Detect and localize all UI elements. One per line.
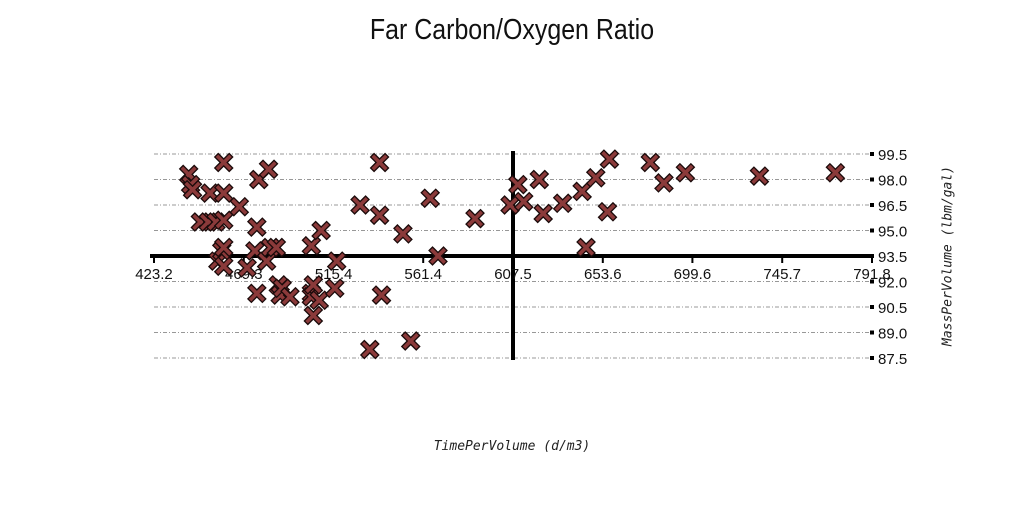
data-point: [246, 217, 267, 237]
y-tick-label: 89.0: [878, 326, 907, 343]
data-point: [825, 162, 846, 183]
x-tick-label: 423.2: [135, 266, 173, 283]
x-tick-label: 653.6: [584, 266, 622, 283]
data-point: [552, 193, 573, 214]
x-tick-label: 515.4: [315, 266, 353, 283]
x-tick-label: 607.5: [494, 266, 532, 283]
y-tick-label: 96.5: [878, 198, 907, 215]
y-tick-label: 99.5: [878, 147, 907, 164]
data-point: [266, 237, 287, 258]
data-point: [182, 179, 203, 200]
data-point: [359, 339, 380, 360]
data-point: [675, 162, 696, 183]
data-point: [585, 167, 606, 188]
data-point: [303, 275, 324, 295]
data-point: [420, 188, 441, 209]
data-point: [303, 305, 324, 326]
data-point: [213, 256, 234, 277]
y-tick-mark: [870, 228, 874, 233]
data-point: [393, 224, 413, 244]
y-tick-mark: [870, 330, 874, 335]
y-tick-label: 95.0: [878, 224, 907, 241]
data-point: [280, 286, 300, 307]
y-tick-label: 93.5: [878, 249, 907, 266]
data-point: [213, 237, 234, 258]
data-point: [749, 166, 770, 186]
data-point: [311, 220, 332, 241]
data-point: [654, 173, 674, 193]
x-tick-label: 791.8: [853, 266, 891, 283]
data-point: [400, 331, 421, 351]
y-tick-mark: [870, 305, 874, 309]
y-tick-label: 92.0: [878, 275, 907, 292]
data-point: [350, 195, 370, 215]
data-point: [369, 205, 390, 226]
data-point: [640, 152, 661, 173]
data-point: [237, 258, 257, 278]
y-tick-label: 87.5: [878, 351, 907, 368]
data-point: [309, 290, 330, 311]
data-point: [301, 235, 322, 256]
data-point: [213, 183, 234, 203]
data-point: [213, 152, 234, 173]
data-point: [369, 152, 390, 173]
y-tick-mark: [870, 177, 874, 182]
data-point: [529, 169, 550, 190]
y-axis-label: MassPerVolume (lbm/gal): [940, 165, 956, 347]
y-tick-mark: [870, 279, 874, 284]
data-point: [246, 283, 267, 304]
chart-title: Far Carbon/Oxygen Ratio: [369, 14, 655, 46]
data-point: [599, 149, 620, 169]
data-point: [213, 210, 234, 231]
data-point: [371, 285, 392, 305]
data-point: [200, 183, 220, 203]
y-tick-mark: [870, 356, 874, 360]
data-point: [597, 201, 618, 222]
x-tick-label: 699.6: [674, 266, 712, 283]
data-point: [576, 237, 596, 258]
y-tick-label: 90.5: [878, 300, 907, 317]
y-tick-label: 98.0: [878, 173, 907, 190]
data-point: [507, 174, 528, 195]
data-point: [324, 278, 345, 299]
data-point: [533, 203, 554, 224]
data-point: [256, 251, 277, 271]
data-point: [465, 208, 485, 229]
data-point: [500, 195, 520, 215]
data-point: [572, 181, 593, 202]
data-point: [326, 251, 347, 271]
y-tick-mark: [870, 152, 874, 156]
data-point: [428, 246, 448, 266]
x-tick-label: 745.7: [763, 266, 801, 283]
y-tick-mark: [870, 203, 874, 207]
data-point: [229, 196, 250, 217]
data-point: [513, 191, 534, 212]
data-point: [258, 159, 279, 180]
x-axis-label: TimePerVolume (d/m3): [433, 439, 591, 454]
x-tick-label: 561.4: [404, 266, 442, 283]
